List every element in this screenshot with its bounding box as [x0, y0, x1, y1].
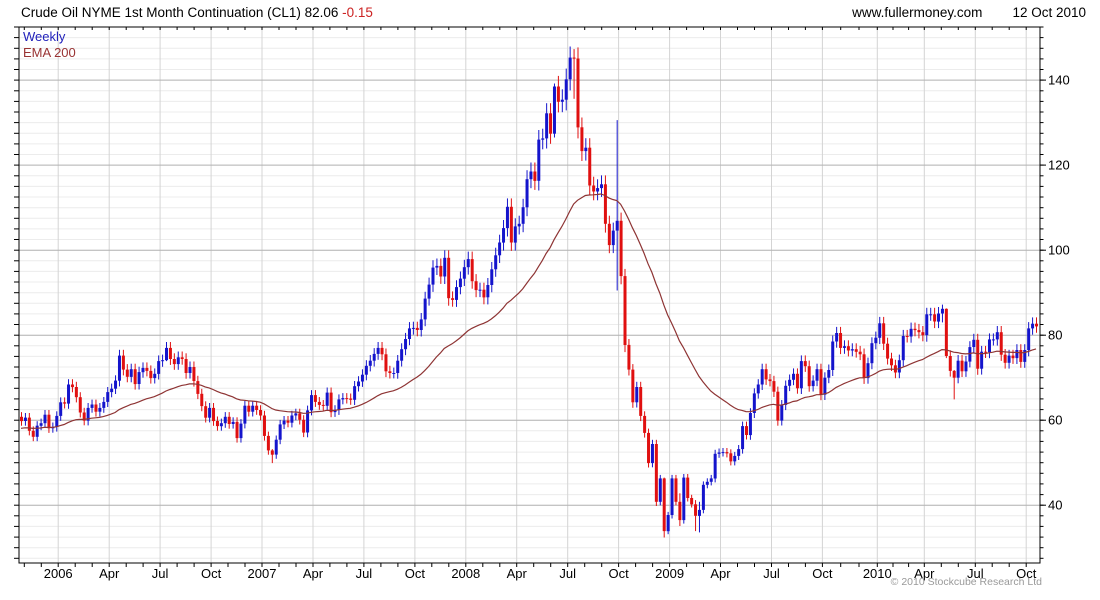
x-axis-tick-label: Oct [1016, 566, 1037, 581]
x-axis-tick-label: 2010 [863, 566, 892, 581]
legend-weekly-label: Weekly [23, 29, 66, 44]
header-right: www.fullermoney.com 12 Oct 2010 [852, 5, 1086, 20]
legend-ema-label: EMA 200 [23, 45, 76, 60]
chart-legend: Weekly EMA 200 [23, 29, 76, 61]
x-axis-tick-label: Jul [152, 566, 169, 581]
x-axis-tick-label: Oct [812, 566, 833, 581]
x-axis-tick-label: Apr [914, 566, 935, 581]
x-axis-tick-label: 2009 [655, 566, 684, 581]
x-axis-tick-label: Jul [559, 566, 576, 581]
x-axis-tick-label: Jul [967, 566, 984, 581]
y-axis-tick-label: 120 [1048, 158, 1070, 173]
copyright-label: © 2010 Stockcube Research Ltd [890, 576, 1042, 588]
x-axis-tick-label: 2006 [44, 566, 73, 581]
y-axis-tick-label: 60 [1048, 413, 1062, 428]
x-axis-tick-label: 2008 [451, 566, 480, 581]
chart-title: Crude Oil NYME 1st Month Continuation (C… [21, 5, 373, 20]
x-axis-tick-label: Apr [507, 566, 528, 581]
chart-header: Crude Oil NYME 1st Month Continuation (C… [0, 3, 1100, 23]
y-axis-tick-label: 100 [1048, 243, 1070, 258]
x-axis-tick-label: Oct [201, 566, 222, 581]
x-axis-tick-label: Apr [303, 566, 324, 581]
x-axis-tick-label: Oct [608, 566, 629, 581]
website-label: www.fullermoney.com [852, 5, 983, 20]
x-axis-tick-label: Jul [356, 566, 373, 581]
price-change-label: -0.15 [342, 5, 373, 20]
date-label: 12 Oct 2010 [1012, 5, 1086, 20]
x-axis-tick-label: Apr [99, 566, 120, 581]
y-axis-tick-label: 40 [1048, 498, 1062, 513]
x-axis-tick-label: Jul [763, 566, 780, 581]
x-axis-tick-label: Apr [710, 566, 731, 581]
y-axis-tick-label: 80 [1048, 328, 1062, 343]
x-axis-tick-label: 2007 [248, 566, 277, 581]
x-axis-tick-label: Oct [405, 566, 426, 581]
y-axis-tick-label: 140 [1048, 73, 1070, 88]
instrument-and-price-label: Crude Oil NYME 1st Month Continuation (C… [21, 5, 339, 20]
ema-line [20, 193, 1037, 430]
